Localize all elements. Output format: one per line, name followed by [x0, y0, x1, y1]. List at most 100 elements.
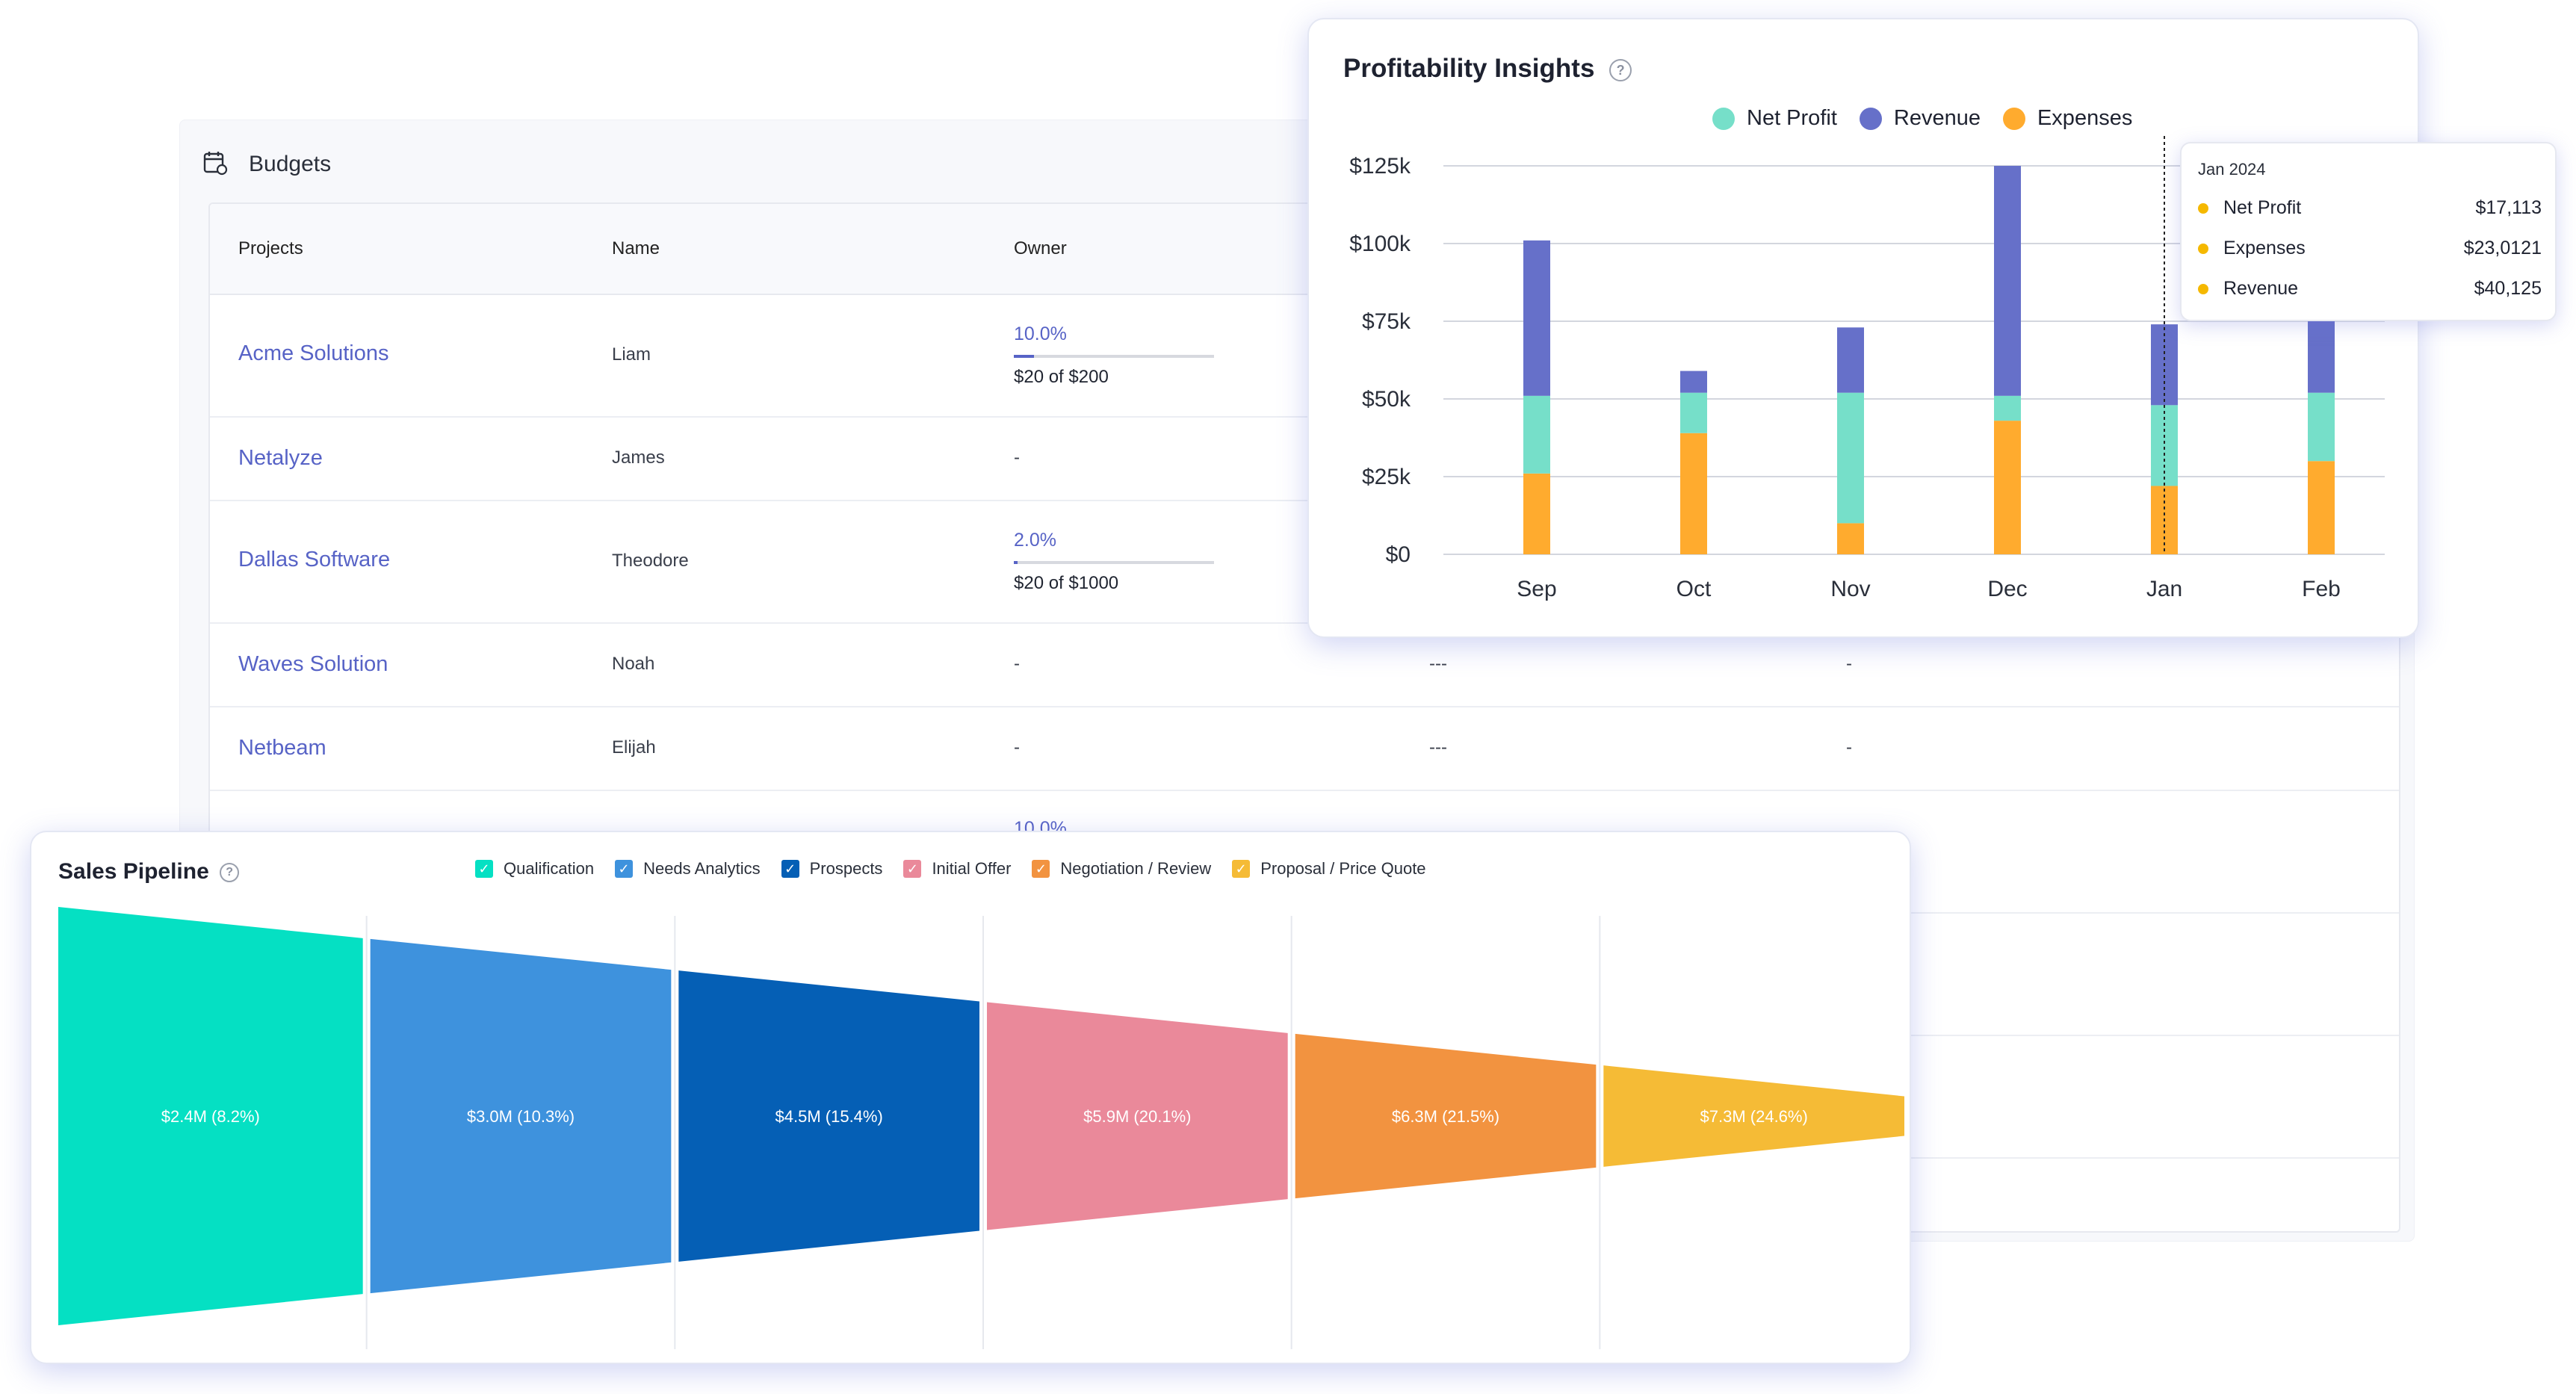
column-header-name[interactable]: Name [612, 238, 660, 258]
project-link[interactable]: Waves Solution [238, 652, 388, 676]
budget-amount: $20 of $200 [1014, 367, 1109, 387]
chart-tooltip: Jan 2024 Net Profit $17,113 Expenses $23… [2180, 142, 2557, 321]
budget-progress-bar [1014, 561, 1214, 564]
column-header-owner[interactable]: Owner [1014, 238, 1067, 258]
budget-amount: $20 of $1000 [1014, 573, 1119, 593]
x-tick-label: Sep [1517, 577, 1556, 601]
profit-legend: Net Profit Revenue Expenses [1712, 106, 2155, 131]
x-tick-label: Oct [1676, 577, 1712, 601]
profit-bar-chart: $0 $25k $50k $75k $100k $125k Sep Oct Nov Dec Jan F… [1349, 136, 2385, 601]
y-tick-label: $50k [1362, 387, 1411, 412]
tooltip-value: $17,113 [2475, 197, 2542, 218]
tooltip-value: $23,0121 [2463, 238, 2542, 258]
legend-label: Qualification [504, 859, 595, 878]
y-tick-label: $0 [1386, 542, 1411, 567]
legend-item-proposal-price-quote[interactable]: ✓ Proposal / Price Quote [1232, 859, 1426, 879]
tooltip-row-expenses: Expenses $23,0121 [2198, 235, 2542, 264]
profit-title-text: Profitability Insights [1343, 54, 1595, 83]
legend-label: Negotiation / Review [1060, 859, 1212, 878]
bar-segment-expenses [1680, 433, 1707, 554]
person-name: James [612, 447, 665, 468]
legend-item-needs-analytics[interactable]: ✓ Needs Analytics [615, 859, 761, 879]
x-tick-label: Dec [1987, 577, 2027, 601]
legend-item-qualification[interactable]: ✓ Qualification [475, 859, 594, 879]
legend-dot [1712, 107, 1735, 130]
tooltip-label: Net Profit [2223, 197, 2302, 218]
bar-segment-revenue [1994, 166, 2021, 396]
column-header-projects[interactable]: Projects [238, 238, 303, 258]
owner-value: - [1014, 737, 1020, 758]
legend-label: Initial Offer [932, 859, 1012, 878]
funnel-segment-label: $4.5M (15.4%) [775, 1107, 883, 1126]
legend-dot [1859, 107, 1882, 130]
y-tick-label: $25k [1362, 465, 1411, 489]
sales-pipeline-card: Sales Pipeline ? ✓ Qualification ✓ Needs An… [30, 831, 1911, 1364]
budget-col5-value: - [1846, 737, 1852, 758]
bar-segment-revenue [1680, 371, 1707, 393]
budget-col4-value: --- [1429, 737, 1447, 758]
table-row[interactable]: Dallas Software Theodore 2.0% $20 of $10… [210, 501, 2399, 624]
project-link[interactable]: Dallas Software [238, 548, 391, 571]
table-row[interactable]: Netbeam Elijah - --- - [210, 707, 2399, 791]
budget-col4-value: --- [1429, 654, 1447, 674]
checkbox-icon[interactable]: ✓ [615, 860, 634, 878]
legend-item-initial-offer[interactable]: ✓ Initial Offer [903, 859, 1011, 879]
table-row[interactable]: Waves Solution Noah - --- - [210, 624, 2399, 707]
x-tick-label: Nov [1830, 577, 1870, 601]
pipeline-title: Sales Pipeline ? [58, 859, 240, 885]
project-link[interactable]: Acme Solutions [238, 341, 389, 365]
bar-segment-net-profit [1680, 392, 1707, 433]
funnel-segment-label: $2.4M (8.2%) [161, 1107, 260, 1126]
budget-percent: 2.0% [1014, 530, 1056, 551]
tooltip-label: Revenue [2223, 278, 2299, 299]
budget-percent: 10.0% [1014, 323, 1067, 344]
person-name: Noah [612, 654, 655, 674]
question-circle-icon[interactable]: ? [1609, 58, 1632, 81]
project-link[interactable]: Netalyze [238, 446, 323, 470]
legend-dot [2002, 107, 2025, 130]
profitability-insights-card: Profitability Insights ? Net Profit Reve… [1307, 18, 2419, 638]
legend-label: Needs Analytics [643, 859, 761, 878]
bar-segment-expenses [1994, 421, 2021, 554]
sales-funnel-chart: $2.4M (8.2%) $3.0M (10.3%) $4.5M (15.4%) $5… [58, 907, 1904, 1349]
funnel-segment-label: $6.3M (21.5%) [1392, 1107, 1499, 1126]
funnel-segment-label: $3.0M (10.3%) [467, 1107, 575, 1126]
legend-label: Expenses [2037, 106, 2133, 130]
tooltip-value: $40,125 [2474, 278, 2542, 299]
bar-segment-expenses [2308, 461, 2335, 554]
checkbox-icon[interactable]: ✓ [1032, 860, 1050, 878]
legend-item-revenue[interactable]: Revenue [1859, 106, 1981, 131]
legend-item-negotiation-review[interactable]: ✓ Negotiation / Review [1032, 859, 1211, 879]
legend-label: Net Profit [1747, 106, 1837, 130]
funnel-segment-label: $7.3M (24.6%) [1700, 1107, 1808, 1126]
checkbox-icon[interactable]: ✓ [781, 860, 799, 878]
person-name: Liam [612, 344, 651, 365]
table-row[interactable]: Acme Solutions Liam 10.0% $20 of $200 [210, 295, 2399, 418]
funnel-segment-label: $5.9M (20.1%) [1083, 1107, 1191, 1126]
pipeline-legend: ✓ Qualification ✓ Needs Analytics ✓ Prospects… [475, 859, 1447, 879]
question-circle-icon[interactable]: ? [220, 863, 240, 883]
tooltip-dot [2198, 244, 2208, 254]
budget-col5-value: - [1846, 654, 1852, 674]
legend-item-prospects[interactable]: ✓ Prospects [781, 859, 882, 879]
legend-item-expenses[interactable]: Expenses [2002, 106, 2133, 131]
person-name: Theodore [612, 551, 689, 571]
table-row[interactable]: Netalyze James - [210, 418, 2399, 501]
checkbox-icon[interactable]: ✓ [903, 860, 922, 878]
checkbox-icon[interactable]: ✓ [1232, 860, 1251, 878]
legend-item-net-profit[interactable]: Net Profit [1712, 106, 1837, 131]
project-link[interactable]: Netbeam [238, 736, 326, 760]
person-name: Elijah [612, 737, 656, 758]
owner-value: - [1014, 654, 1020, 674]
legend-label: Revenue [1893, 106, 1981, 130]
profit-title: Profitability Insights ? [1343, 54, 1632, 84]
tooltip-row-revenue: Revenue $40,125 [2198, 275, 2542, 305]
checkbox-icon[interactable]: ✓ [475, 860, 493, 878]
bar-segment-net-profit [1523, 395, 1550, 474]
y-tick-label: $100k [1349, 232, 1411, 256]
funnel-segment [58, 907, 363, 1325]
x-tick-label: Jan [2146, 577, 2182, 601]
bar-segment-expenses [1837, 523, 1864, 554]
budget-progress-bar [1014, 355, 1214, 358]
tooltip-dot [2198, 284, 2208, 294]
